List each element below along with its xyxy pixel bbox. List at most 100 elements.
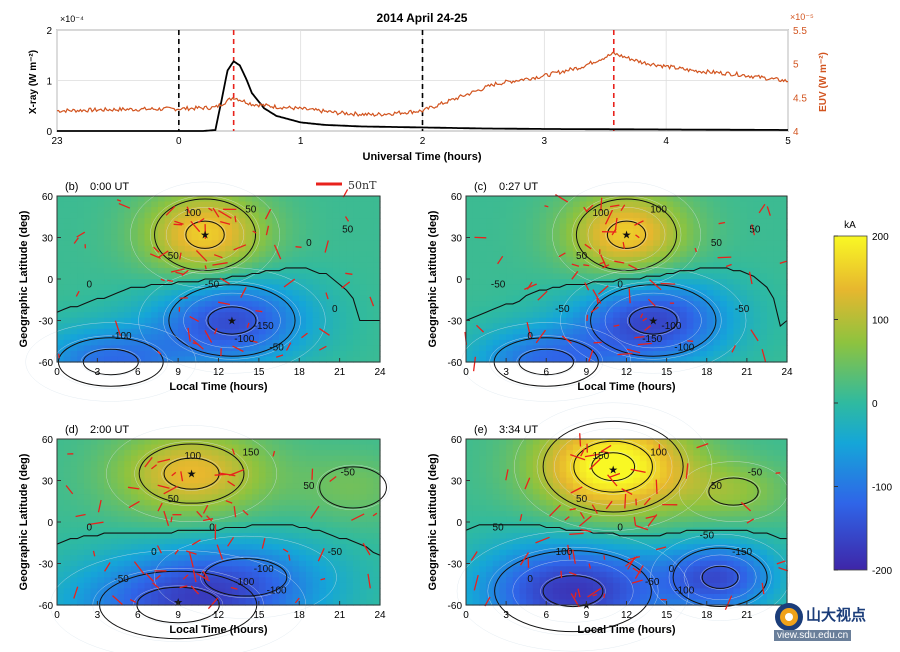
heatmap-cell [63,240,72,247]
heatmap-cell [479,455,487,462]
heatmap-cell [57,599,65,606]
heatmap-cell [666,229,674,236]
heatmap-cell [646,256,654,263]
heatmap-cell [70,262,78,269]
heatmap-cell [359,350,368,358]
heatmap-cell [613,301,621,308]
heatmap-cell [137,522,146,529]
heatmap-cell [619,356,628,363]
heatmap-cell [124,312,132,319]
heatmap-cell [519,301,527,308]
heatmap-cell [211,312,220,319]
heatmap-cell [633,339,641,346]
heatmap-cell [131,245,139,252]
heatmap-cell [83,262,92,269]
heatmap-cell [184,566,193,573]
heatmap-cell [305,544,314,551]
heatmap-cell [144,499,152,506]
heatmap-cell [746,345,755,352]
heatmap-cell [205,290,213,297]
heatmap-cell [299,312,307,319]
heatmap-cell [63,267,72,275]
heatmap-cell [339,444,347,451]
heatmap-cell [346,306,354,313]
heatmap-cell [184,477,193,484]
heatmap-cell [346,571,354,578]
heatmap-cell [539,223,547,230]
heatmap-cell [305,516,314,523]
heatmap-cell [110,439,119,446]
heatmap-cell [272,444,280,451]
map-xtick-label: 6 [135,367,141,378]
heatmap-cell [579,256,587,263]
heatmap-cell [171,306,179,313]
heatmap-cell [151,527,159,534]
heatmap-cell [766,229,775,236]
heatmap-cell [110,461,119,468]
heatmap-cell [519,234,527,241]
heatmap-cell [700,301,708,308]
heatmap-cell [499,312,507,319]
heatmap-cell [124,267,132,275]
heatmap-cell [231,439,240,446]
heatmap-cell [373,571,381,578]
field-vector-arrow [229,468,245,477]
heatmap-cell [639,290,648,297]
heatmap-cell [198,279,206,286]
heatmap-cell [77,301,85,308]
heatmap-cell [366,312,374,319]
heatmap-cell [673,262,681,269]
heatmap-cell [472,466,480,473]
heatmap-cell [593,350,601,358]
heatmap-cell [353,279,361,286]
heatmap-cell [137,212,146,219]
heatmap-cell [706,229,715,236]
heatmap-cell [700,262,708,269]
field-vector-arrow [725,263,732,268]
heatmap-cell [299,533,307,540]
heatmap-cell [90,566,98,573]
heatmap-cell [499,494,507,501]
heatmap-cell [613,223,621,230]
heatmap-cell [265,350,273,358]
heatmap-cell [238,345,247,352]
contour-value-label: 0 [527,331,533,342]
heatmap-cell [245,499,253,506]
heatmap-cell [492,505,501,512]
heatmap-cell [198,229,206,236]
heatmap-cell [171,201,179,208]
heatmap-cell [606,201,614,208]
heatmap-cell [131,505,139,512]
heatmap-cell [279,196,287,203]
heatmap-cell [766,334,775,341]
field-vector-arrow [273,244,282,260]
heatmap-cell [292,549,300,556]
map-ytick-label: 60 [42,192,54,203]
heatmap-cell [144,262,152,269]
heatmap-cell [566,317,574,324]
heatmap-cell [339,466,347,473]
heatmap-cell [760,339,768,346]
heatmap-cell [606,328,614,335]
heatmap-cell [178,223,186,230]
heatmap-cell [319,533,327,540]
heatmap-cell [77,494,85,501]
heatmap-cell [144,450,152,457]
heatmap-cell [63,494,72,501]
heatmap-cell [104,273,112,280]
heatmap-cell [131,571,139,578]
heatmap-cell [77,196,85,203]
heatmap-cell [499,290,507,297]
heatmap-cell [619,256,628,263]
heatmap-cell [353,533,361,540]
heatmap-cell [552,223,561,230]
heatmap-cell [499,599,507,606]
heatmap-cell [57,212,65,219]
heatmap-cell [492,240,501,247]
heatmap-cell [178,301,186,308]
heatmap-cell [70,312,78,319]
heatmap-cell [171,477,179,484]
heatmap-cell [353,560,361,567]
heatmap-cell [760,251,768,258]
heatmap-cell [305,273,314,280]
